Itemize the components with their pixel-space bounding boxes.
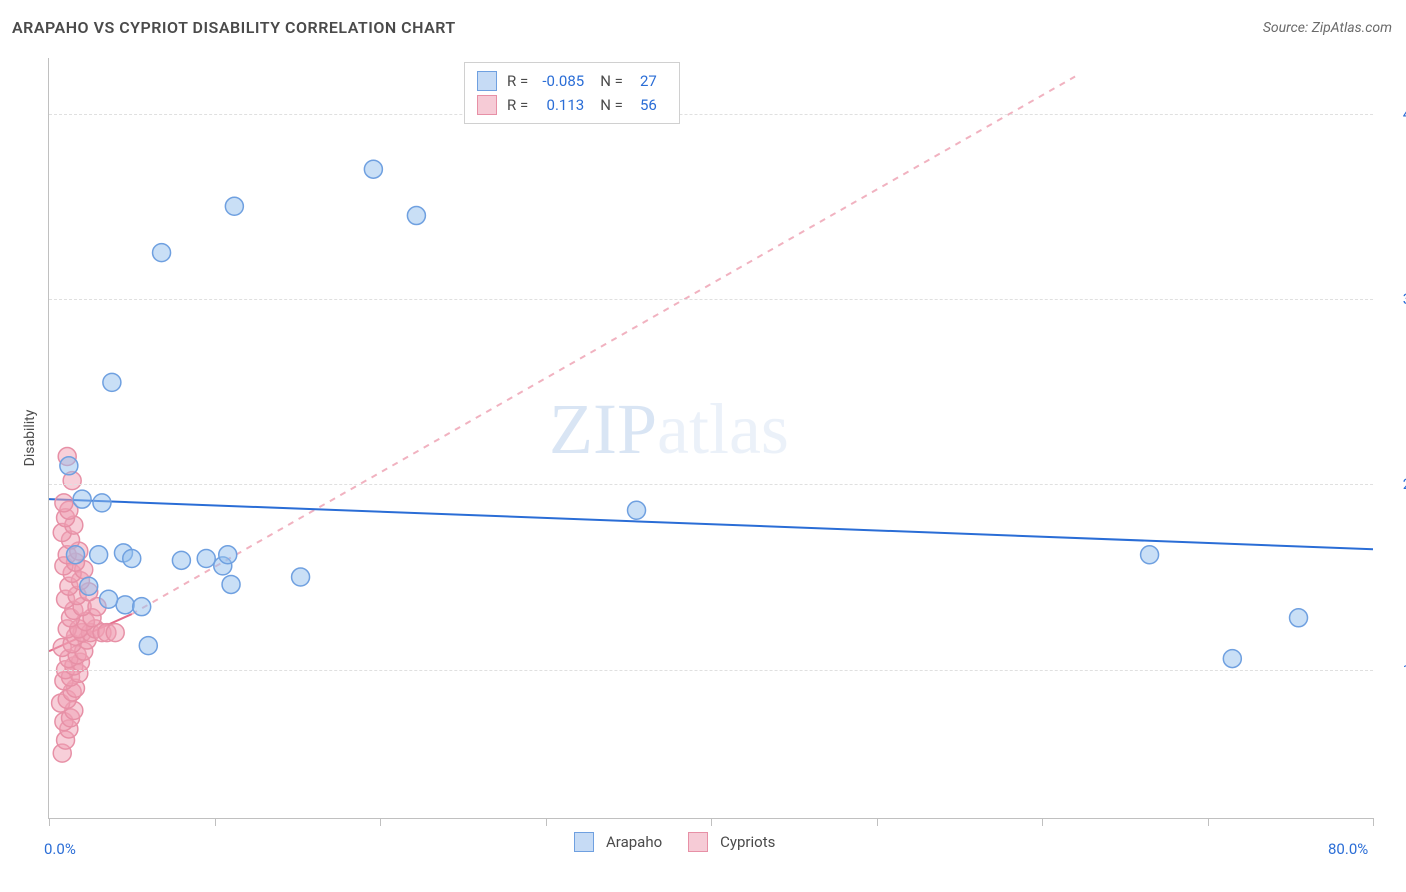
x-tick bbox=[1373, 818, 1374, 826]
gridline bbox=[49, 299, 1373, 300]
x-tick bbox=[546, 818, 547, 826]
legend-swatch bbox=[477, 71, 497, 91]
gridline bbox=[49, 670, 1373, 671]
legend-swatch bbox=[574, 832, 594, 852]
gridline bbox=[49, 484, 1373, 485]
legend-label: Cypriots bbox=[720, 833, 775, 851]
legend-row: R =-0.085N =27 bbox=[477, 69, 667, 93]
x-label-end: 80.0% bbox=[1328, 840, 1368, 858]
plot-area: ZIPatlas 10.0%20.0%30.0%40.0% bbox=[48, 58, 1373, 819]
legend-row: R =0.113N =56 bbox=[477, 93, 667, 117]
correlation-legend: R =-0.085N =27R =0.113N =56 bbox=[464, 62, 680, 124]
watermark: ZIPatlas bbox=[549, 388, 789, 471]
legend-label: Arapaho bbox=[606, 833, 662, 851]
x-tick bbox=[49, 818, 50, 826]
x-tick bbox=[215, 818, 216, 826]
chart-title: ARAPAHO VS CYPRIOT DISABILITY CORRELATIO… bbox=[12, 18, 456, 37]
chart-source: Source: ZipAtlas.com bbox=[1263, 20, 1392, 36]
gridline bbox=[49, 114, 1373, 115]
legend-swatch bbox=[688, 832, 708, 852]
y-axis-label: Disability bbox=[22, 410, 38, 467]
legend-swatch bbox=[477, 95, 497, 115]
x-tick bbox=[1208, 818, 1209, 826]
plot-svg bbox=[49, 58, 1373, 818]
x-tick bbox=[380, 818, 381, 826]
x-tick bbox=[1042, 818, 1043, 826]
x-label-start: 0.0% bbox=[44, 840, 76, 858]
series-legend: Arapaho Cypriots bbox=[574, 832, 793, 852]
x-tick bbox=[711, 818, 712, 826]
x-tick bbox=[877, 818, 878, 826]
